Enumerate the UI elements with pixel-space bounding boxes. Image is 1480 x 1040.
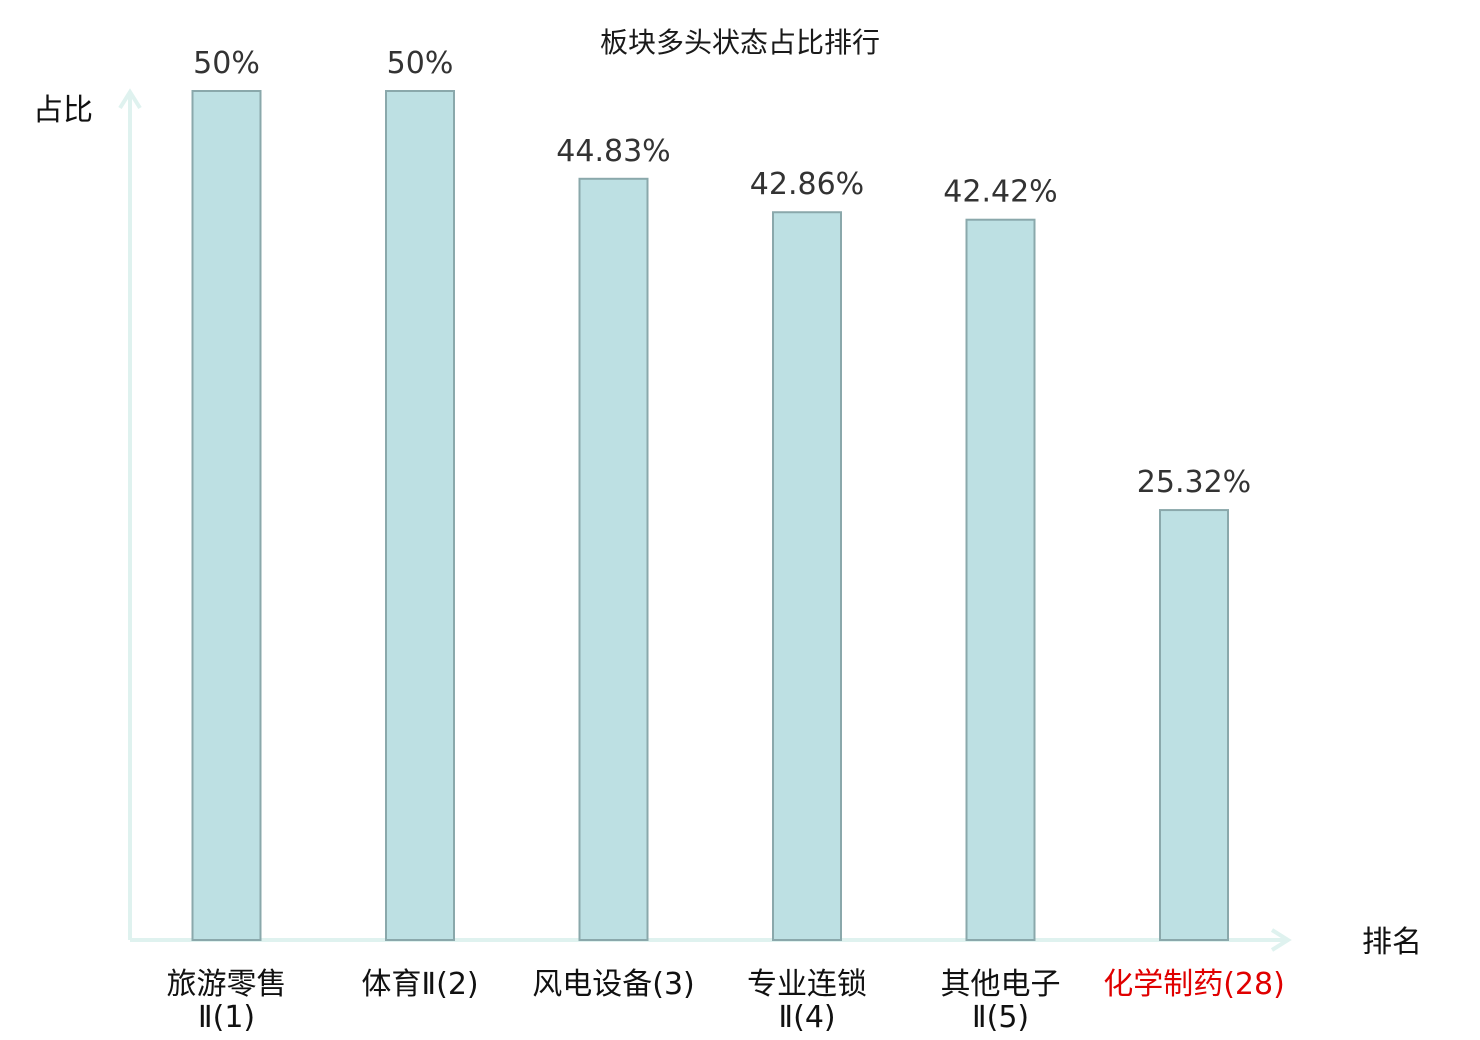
category-label-1-line-2: Ⅱ(1)	[198, 1000, 255, 1035]
value-label-3: 44.83%	[556, 134, 670, 169]
chart-title: 板块多头状态占比排行	[600, 26, 880, 59]
value-label-5: 42.42%	[943, 175, 1057, 210]
value-label-4: 42.86%	[750, 167, 864, 202]
category-label-5-line-1: 其他电子	[941, 967, 1061, 1002]
bars-group	[191, 90, 1229, 942]
axes: 占比 排名	[33, 88, 1422, 960]
category-label-1-line-1: 旅游零售	[167, 967, 287, 1002]
y-axis-label: 占比	[33, 93, 93, 128]
category-label-4-line-1: 专业连锁	[747, 967, 867, 1002]
value-labels-group: 50% 50% 44.83% 42.86% 42.42% 25.32%	[193, 46, 1251, 500]
x-axis-label: 排名	[1362, 925, 1422, 960]
category-label-3: 风电设备(3)	[532, 967, 695, 1002]
bar-3	[578, 177, 649, 941]
category-label-5-line-2: Ⅱ(5)	[972, 1000, 1029, 1035]
value-label-6: 25.32%	[1137, 465, 1251, 500]
bar-4	[772, 211, 842, 942]
category-label-6: 化学制药(28)	[1103, 967, 1285, 1002]
value-label-1: 50%	[193, 46, 260, 81]
y-axis-arrow	[118, 88, 142, 110]
value-label-2: 50%	[387, 46, 454, 81]
bar-2	[385, 90, 455, 941]
bar-5	[965, 218, 1036, 942]
bar-1	[191, 90, 262, 941]
category-label-4-line-2: Ⅱ(4)	[778, 1000, 835, 1035]
category-label-2: 体育Ⅱ(2)	[361, 967, 478, 1002]
x-axis-arrow	[1270, 928, 1292, 952]
bar-6	[1159, 509, 1229, 941]
